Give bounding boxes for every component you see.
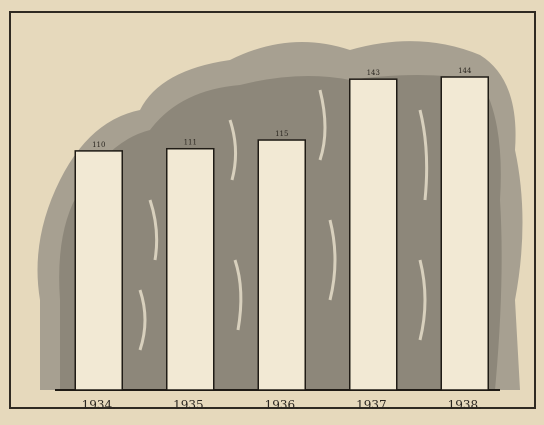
chart: 110 1934. 111 1935. 115 1936. 143 1937. 144 1938. bbox=[0, 0, 544, 425]
bar bbox=[258, 140, 305, 390]
x-tick-label: 1935. bbox=[173, 398, 207, 412]
value-label: 115 bbox=[275, 130, 288, 138]
x-tick-label: 1936. bbox=[265, 398, 299, 412]
bar bbox=[167, 149, 214, 390]
value-label: 111 bbox=[184, 139, 197, 147]
x-tick-label: 1934. bbox=[82, 398, 116, 412]
x-tick-label: 1938. bbox=[448, 398, 482, 412]
bar bbox=[350, 79, 397, 390]
value-label: 144 bbox=[458, 67, 472, 75]
bar bbox=[441, 77, 488, 390]
x-tick-label: 1937. bbox=[356, 398, 390, 412]
value-label: 110 bbox=[92, 141, 105, 149]
bar bbox=[75, 151, 122, 390]
value-label: 143 bbox=[367, 69, 380, 77]
